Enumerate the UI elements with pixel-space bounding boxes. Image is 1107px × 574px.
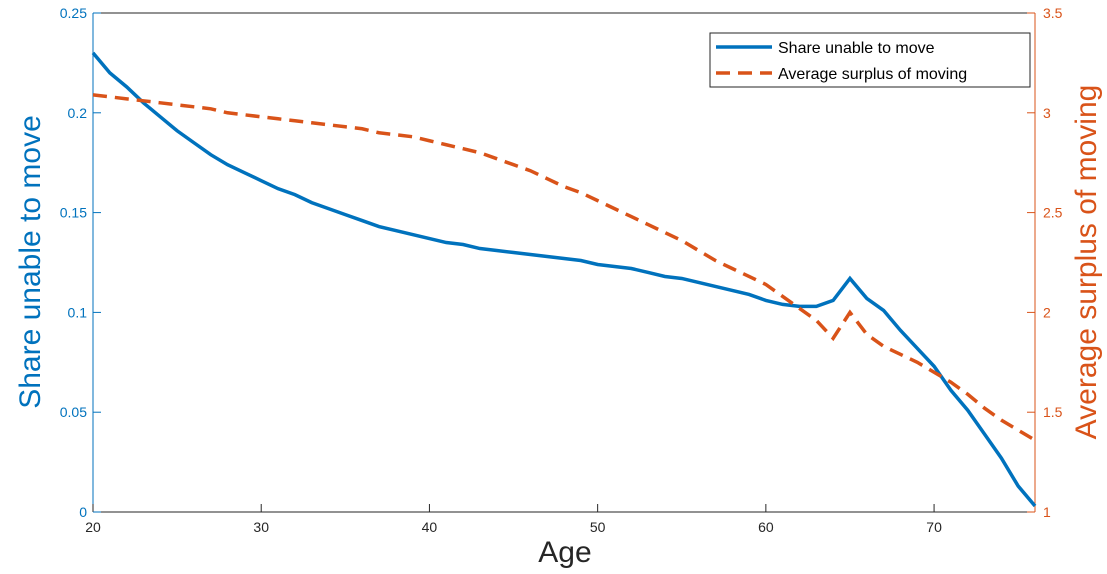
y-tick-label: 0.05 bbox=[60, 404, 87, 420]
y-tick-label: 0 bbox=[79, 504, 87, 520]
y-tick-label: 0.1 bbox=[68, 304, 88, 320]
y-tick-label: 0.15 bbox=[60, 205, 87, 221]
y2-tick-label: 3.5 bbox=[1043, 5, 1063, 21]
y2-axis-label: Average surplus of moving bbox=[1070, 85, 1103, 440]
x-tick-label: 70 bbox=[926, 519, 942, 535]
x-tick-label: 60 bbox=[758, 519, 774, 535]
y-tick-label: 0.2 bbox=[68, 105, 88, 121]
line-series bbox=[91, 51, 1037, 508]
legend-label: Average surplus of moving bbox=[778, 66, 967, 83]
x-tick-label: 30 bbox=[253, 519, 269, 535]
y2-tick-label: 2 bbox=[1043, 304, 1051, 320]
y2-tick-label: 3 bbox=[1043, 105, 1051, 121]
x-tick-label: 40 bbox=[422, 519, 438, 535]
y-tick-label: 0.25 bbox=[60, 5, 87, 21]
legend-label: Share unable to move bbox=[778, 40, 935, 57]
y-axis-label: Share unable to move bbox=[14, 115, 47, 409]
x-tick-label: 20 bbox=[85, 519, 101, 535]
x-tick-label: 50 bbox=[590, 519, 606, 535]
legend-box bbox=[709, 32, 1031, 88]
y2-tick-label: 2.5 bbox=[1043, 205, 1063, 221]
y2-tick-label: 1.5 bbox=[1043, 404, 1063, 420]
line-series bbox=[92, 93, 1036, 442]
y2-tick-label: 1 bbox=[1043, 504, 1051, 520]
x-axis-label: Age bbox=[538, 536, 591, 569]
